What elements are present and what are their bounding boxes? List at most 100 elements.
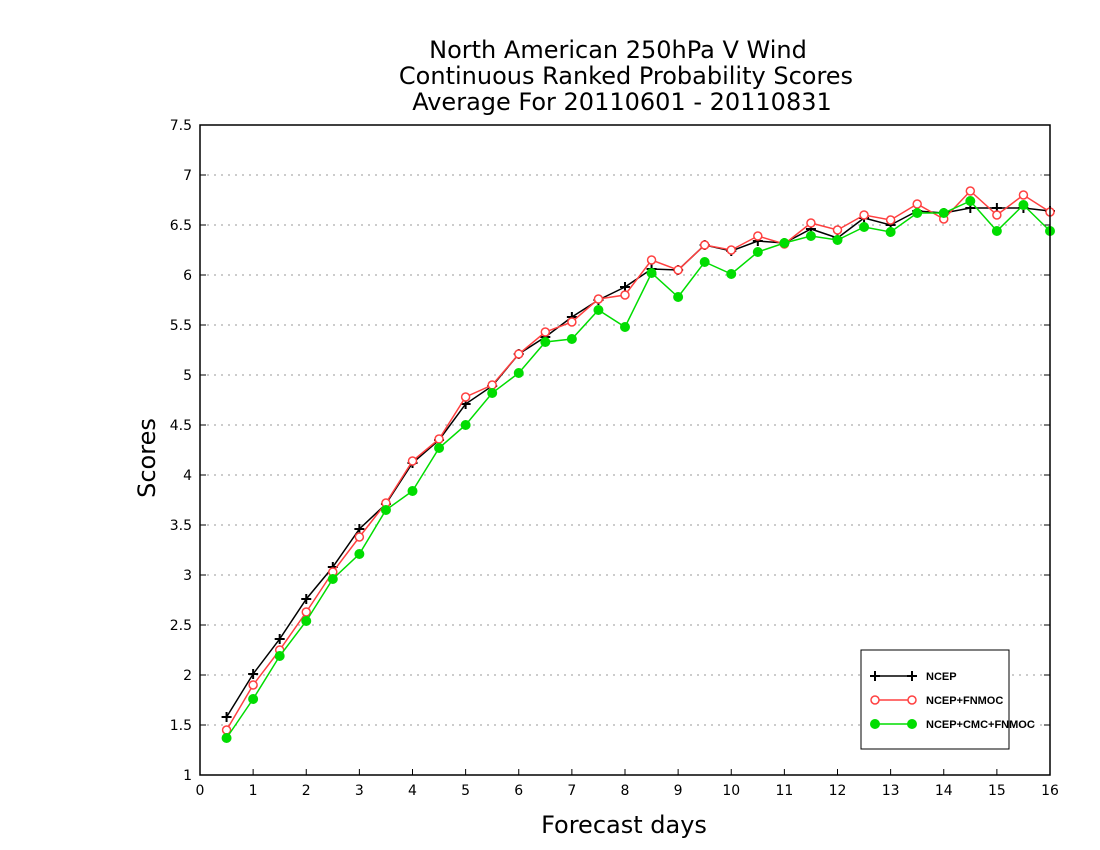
y-tick-label: 4 [183,468,192,484]
y-tick-label: 6 [183,268,192,284]
data-point [992,210,1002,220]
data-point [699,240,710,250]
legend-item: NCEP+FNMOC [870,695,1003,707]
y-tick-label: 6.5 [170,218,192,234]
x-tick-label: 14 [935,783,953,799]
data-point [620,290,630,300]
data-point [965,196,976,206]
y-tick-label: 1 [183,768,192,784]
data-point [593,294,604,304]
legend-label: NCEP [926,671,957,683]
legend-item: NCEP+CMC+FNMOC [870,719,1035,731]
data-point [380,505,391,515]
data-point [540,327,551,337]
x-tick-label: 12 [829,783,847,799]
data-point [753,231,763,241]
x-tick-label: 1 [249,783,258,799]
title-line-1: North American 250hPa V Wind [429,36,807,64]
legend-label: NCEP+FNMOC [926,695,1003,707]
data-point [1018,190,1029,200]
data-point [514,349,524,359]
data-point [885,227,896,237]
data-point [566,334,577,344]
y-axis-label: Scores [133,418,161,498]
data-point [540,337,551,347]
y-tick-label: 2 [183,668,192,684]
x-axis-label: Forecast days [541,811,707,839]
data-point [567,317,577,327]
legend: NCEP NCEP+FNMOC NCEP+CMC+FNMOC [860,649,1035,750]
plot-frame [199,124,1051,776]
legend-marker [907,695,917,705]
y-tick-label: 7 [183,168,192,184]
legend-item: NCEP [870,671,957,683]
data-point [221,733,232,743]
data-point [274,634,285,644]
data-point [248,680,258,690]
data-point [859,222,870,232]
axis-ticks: 11.522.533.544.555.566.577.50 1 2 3 4 5 6 7 8 9 10… [170,118,1059,799]
series-0 [221,203,1055,722]
data-point [726,245,736,255]
y-tick-label: 5 [183,368,192,384]
data-point [327,574,338,584]
data-point [301,607,311,617]
chart-title: North American 250hPa V Wind Continuous … [399,36,853,116]
data-point [460,420,471,430]
data-point [407,486,418,496]
data-point [354,549,365,559]
data-point [460,392,471,402]
y-tick-label: 3 [183,568,192,584]
data-point [513,368,524,378]
y-tick-label: 2.5 [170,618,192,634]
data-point [965,186,976,196]
data-point [434,443,445,453]
series-line [225,207,1051,718]
data-point [726,269,737,279]
y-tick-label: 1.5 [170,718,192,734]
x-tick-label: 16 [1041,783,1059,799]
x-tick-label: 4 [408,783,417,799]
data-point [274,651,285,661]
data-point [699,257,710,267]
x-tick-label: 3 [355,783,364,799]
title-line-2: Continuous Ranked Probability Scores [399,62,853,90]
data-point [991,226,1002,236]
y-tick-label: 3.5 [170,518,192,534]
data-point [301,616,312,626]
data-point [620,322,630,332]
data-point [248,694,259,704]
data-point [805,231,816,241]
data-point [752,247,763,257]
data-point [912,199,922,209]
data-point [487,380,497,390]
data-point [885,215,896,225]
data-point [487,388,498,398]
data-point [673,292,684,302]
data-point [859,210,869,220]
data-point [912,208,923,218]
legend-marker [907,719,917,729]
legend-marker [907,671,917,681]
data-point [673,265,683,275]
x-tick-label: 0 [196,783,205,799]
title-line-3: Average For 20110601 - 20110831 [412,88,832,116]
series-line [225,189,1051,731]
x-tick-label: 6 [514,783,523,799]
x-tick-label: 2 [302,783,311,799]
data-point [779,238,790,248]
legend-marker [870,719,880,729]
data-point [593,305,604,315]
legend-marker [870,695,880,705]
data-point [434,434,444,444]
x-tick-label: 8 [621,783,630,799]
x-tick-label: 13 [882,783,900,799]
data-point [221,712,232,722]
data-point [832,235,843,245]
legend-marker [870,671,880,681]
data-point [832,225,843,235]
x-tick-label: 5 [461,783,470,799]
x-tick-label: 11 [775,783,793,799]
series-1 [221,186,1055,735]
